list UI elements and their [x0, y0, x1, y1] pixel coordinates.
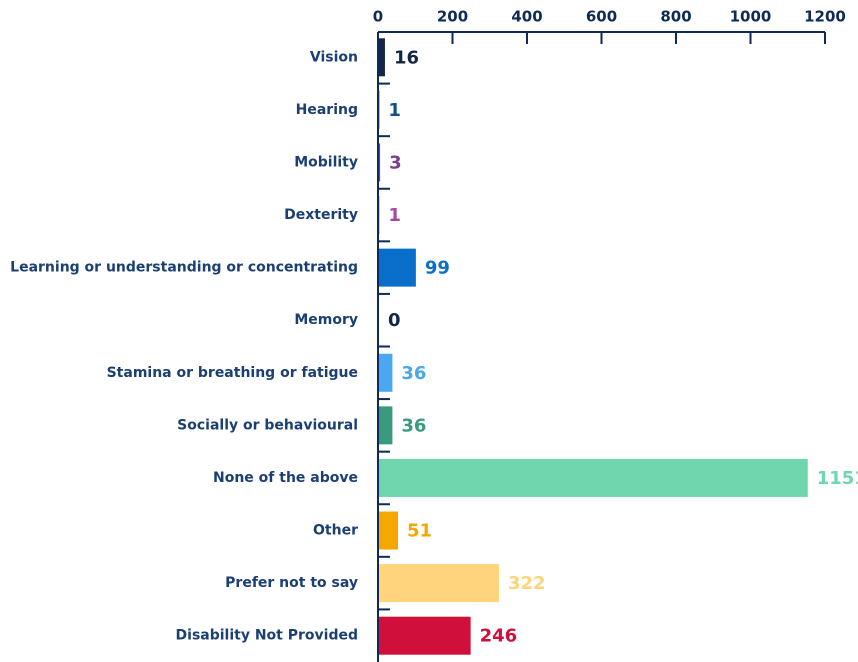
value-label: 16: [394, 47, 419, 68]
x-tick-label: 600: [586, 8, 617, 26]
bar: [379, 353, 393, 392]
bar: [379, 248, 416, 287]
x-tick-label: 200: [437, 8, 468, 26]
bar: [379, 458, 808, 497]
x-tick-label: 0: [373, 8, 383, 26]
category-label: Learning or understanding or concentrati…: [10, 260, 358, 276]
value-label: 51: [407, 521, 432, 542]
value-label: 322: [508, 573, 546, 594]
category-label: Stamina or breathing or fatigue: [107, 365, 358, 381]
category-label: Vision: [310, 49, 358, 65]
category-label: Socially or behavioural: [177, 417, 358, 433]
bar: [379, 38, 385, 77]
bar: [379, 616, 471, 655]
category-label: Disability Not Provided: [176, 628, 358, 644]
category-label: Mobility: [294, 154, 358, 170]
value-label: 1151: [817, 468, 858, 489]
x-tick-label: 1200: [804, 8, 846, 26]
x-tick-label: 800: [660, 8, 691, 26]
value-label: 1: [388, 205, 401, 226]
value-label: 246: [480, 626, 518, 647]
category-label: Hearing: [296, 102, 358, 118]
value-label: 0: [388, 310, 401, 331]
category-label: Other: [313, 523, 358, 539]
x-tick-label: 1000: [730, 8, 772, 26]
category-label: None of the above: [213, 470, 358, 486]
value-label: 99: [425, 258, 450, 279]
category-label: Prefer not to say: [225, 575, 358, 591]
category-label: Dexterity: [284, 207, 358, 223]
category-label: Memory: [294, 312, 358, 328]
bar: [379, 511, 398, 550]
x-tick-label: 400: [511, 8, 542, 26]
value-label: 1: [388, 100, 401, 121]
value-label: 36: [401, 363, 426, 384]
value-label: 36: [401, 415, 426, 436]
bar: [379, 564, 499, 603]
bar: [379, 143, 381, 182]
value-label: 3: [389, 152, 402, 173]
bar: [379, 406, 393, 445]
